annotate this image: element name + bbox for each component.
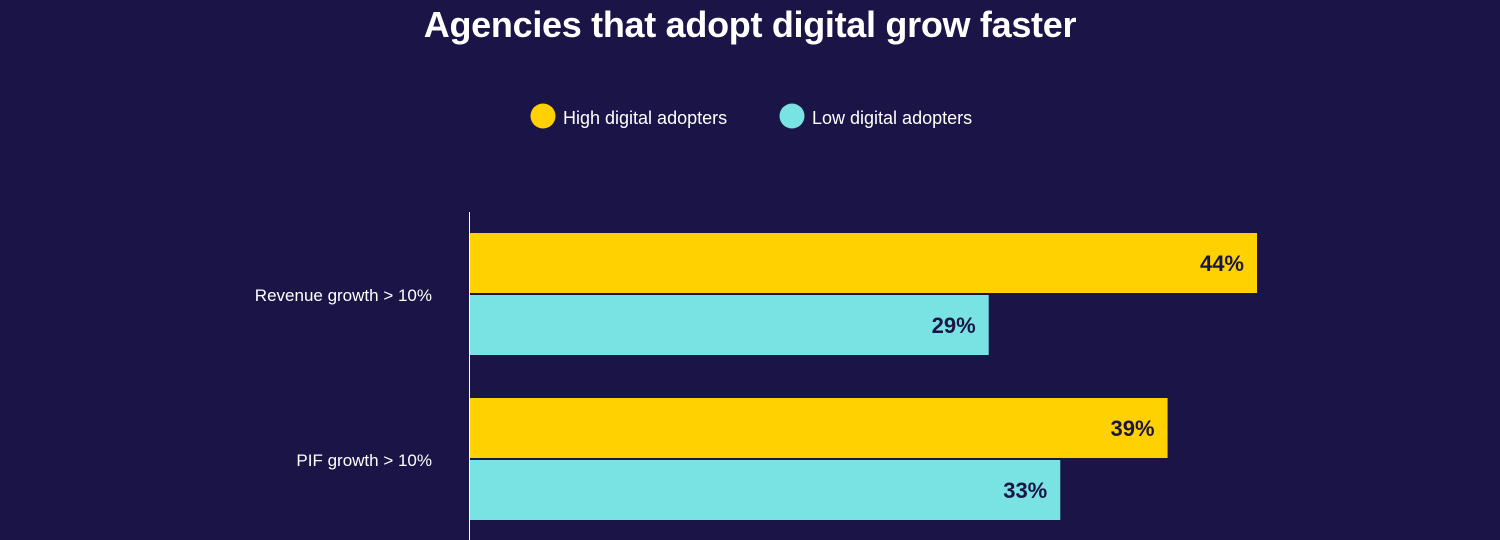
bar-pif-growth-10-high-digital-adopters	[470, 398, 1168, 458]
legend-label-high-digital-adopters: High digital adopters	[563, 108, 727, 128]
legend-swatch-high-digital-adopters	[530, 103, 556, 129]
bars: 44% 29% 39% 33%	[470, 233, 1257, 520]
category-labels: Revenue growth > 10% PIF growth > 10%	[255, 286, 432, 470]
bar-revenue-growth-10-low-digital-adopters	[470, 295, 989, 355]
category-label-pif-growth-10: PIF growth > 10%	[296, 451, 432, 470]
chart-title: Agencies that adopt digital grow faster	[423, 4, 1077, 45]
legend: High digital adopters Low digital adopter…	[530, 103, 972, 129]
value-label-pif-growth-10-high-digital-adopters: 39%	[1111, 416, 1155, 441]
category-label-revenue-growth-10: Revenue growth > 10%	[255, 286, 432, 305]
bar-revenue-growth-10-high-digital-adopters	[470, 233, 1257, 293]
value-label-revenue-growth-10-low-digital-adopters: 29%	[932, 313, 976, 338]
value-label-revenue-growth-10-high-digital-adopters: 44%	[1200, 251, 1244, 276]
legend-label-low-digital-adopters: Low digital adopters	[812, 108, 972, 128]
bar-pif-growth-10-low-digital-adopters	[470, 460, 1061, 520]
legend-swatch-low-digital-adopters	[779, 103, 805, 129]
value-label-pif-growth-10-low-digital-adopters: 33%	[1003, 478, 1047, 503]
